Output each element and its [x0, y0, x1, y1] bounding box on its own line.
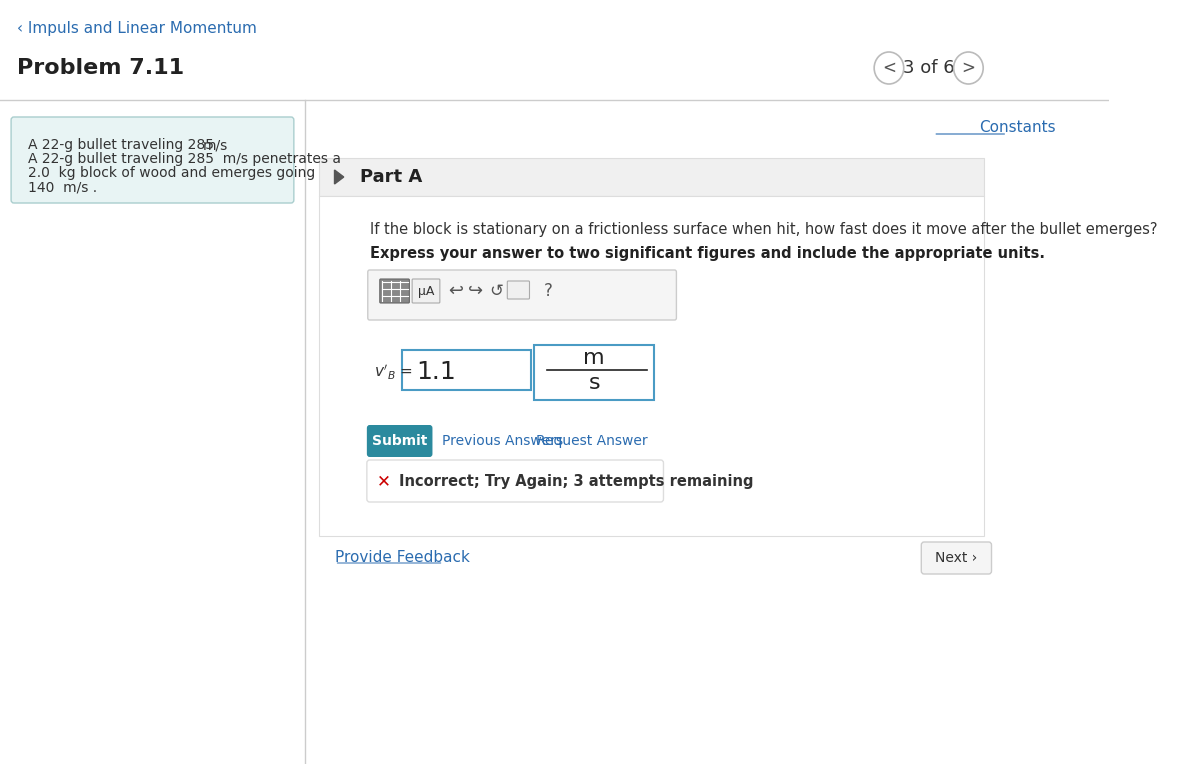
Text: $v'_B$ =: $v'_B$ = [374, 362, 413, 382]
Text: ↩: ↩ [448, 282, 463, 300]
Text: >: > [961, 59, 976, 77]
FancyBboxPatch shape [379, 279, 409, 303]
Text: 3 of 6: 3 of 6 [902, 59, 954, 77]
Text: Submit: Submit [372, 434, 427, 448]
Polygon shape [335, 170, 343, 184]
Text: ‹ Impuls and Linear Momentum: ‹ Impuls and Linear Momentum [17, 21, 257, 35]
Text: ↪: ↪ [468, 282, 484, 300]
FancyBboxPatch shape [412, 279, 440, 303]
Text: Provide Feedback: Provide Feedback [335, 551, 469, 565]
FancyBboxPatch shape [367, 425, 432, 457]
Text: ?: ? [544, 282, 552, 300]
FancyBboxPatch shape [11, 117, 294, 203]
FancyBboxPatch shape [319, 158, 984, 196]
Text: Constants: Constants [979, 120, 1056, 135]
Circle shape [874, 52, 904, 84]
Text: If the block is stationary on a frictionless surface when hit, how fast does it : If the block is stationary on a friction… [370, 222, 1157, 237]
FancyBboxPatch shape [367, 270, 677, 320]
Text: Previous Answers: Previous Answers [442, 434, 563, 448]
Text: A 22-g bullet traveling 285  m/s penetrates a: A 22-g bullet traveling 285 m/s penetrat… [28, 152, 341, 166]
Text: <: < [882, 59, 896, 77]
Text: 2.0  kg block of wood and emerges going: 2.0 kg block of wood and emerges going [28, 166, 314, 180]
FancyBboxPatch shape [402, 350, 532, 390]
Text: ̅m̅/̅s̅: ̅m̅/̅s̅ [203, 136, 228, 150]
Text: ✕: ✕ [377, 472, 390, 490]
Text: Request Answer: Request Answer [536, 434, 648, 448]
Text: m/s: m/s [203, 138, 228, 152]
FancyBboxPatch shape [319, 196, 984, 536]
Text: s: s [588, 373, 600, 393]
Text: Problem 7.11: Problem 7.11 [17, 58, 184, 78]
Circle shape [954, 52, 983, 84]
Text: Incorrect; Try Again; 3 attempts remaining: Incorrect; Try Again; 3 attempts remaini… [400, 474, 754, 488]
Text: m: m [583, 348, 605, 368]
Text: 1.1: 1.1 [416, 360, 456, 384]
FancyBboxPatch shape [534, 345, 654, 400]
Text: Express your answer to two significant figures and include the appropriate units: Express your answer to two significant f… [370, 246, 1045, 261]
Text: A 22-g bullet traveling 285: A 22-g bullet traveling 285 [28, 138, 218, 152]
FancyBboxPatch shape [367, 460, 664, 502]
FancyBboxPatch shape [508, 281, 529, 299]
Text: Part A: Part A [360, 168, 422, 186]
Text: Next ›: Next › [935, 551, 978, 565]
FancyBboxPatch shape [922, 542, 991, 574]
Text: 140  m/s .: 140 m/s . [28, 180, 97, 194]
Text: μA: μA [418, 284, 434, 297]
Text: ↺: ↺ [490, 282, 503, 300]
